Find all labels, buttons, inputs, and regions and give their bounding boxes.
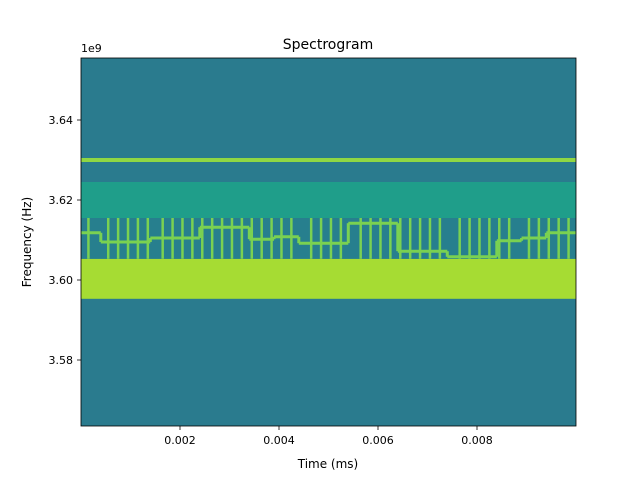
- y-tick-label: 3.58: [49, 354, 74, 367]
- y-tick-label: 3.64: [49, 114, 74, 127]
- band-upper-band: [81, 182, 576, 218]
- x-axis: 0.002 0.004 0.006 0.008: [164, 426, 493, 447]
- y-axis: 3.58 3.60 3.62 3.64: [49, 114, 81, 367]
- y-tick-label: 3.60: [49, 274, 74, 287]
- chart-title: Spectrogram: [283, 37, 373, 53]
- band-strong-band: [81, 258, 576, 299]
- x-tick-label: 0.008: [461, 434, 493, 447]
- plot-frame: [80, 57, 577, 427]
- plot-area: [81, 58, 576, 426]
- y-tick-label: 3.62: [49, 194, 74, 207]
- band-steady-tone: [81, 158, 576, 162]
- x-tick-label: 0.002: [164, 434, 196, 447]
- y-axis-label: Frequency (Hz): [20, 197, 34, 288]
- x-tick-label: 0.004: [263, 434, 295, 447]
- x-tick-label: 0.006: [362, 434, 394, 447]
- x-axis-label: Time (ms): [297, 457, 359, 471]
- y-offset-label: 1e9: [81, 42, 102, 55]
